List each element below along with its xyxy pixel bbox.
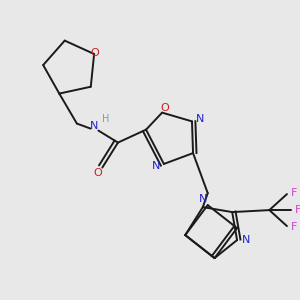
Text: N: N bbox=[196, 114, 204, 124]
Text: F: F bbox=[291, 188, 297, 198]
Text: O: O bbox=[91, 48, 100, 58]
Text: N: N bbox=[242, 235, 250, 245]
Text: F: F bbox=[291, 222, 297, 232]
Text: H: H bbox=[102, 114, 109, 124]
Text: O: O bbox=[93, 168, 102, 178]
Text: N: N bbox=[199, 194, 207, 204]
Text: N: N bbox=[90, 121, 99, 130]
Text: O: O bbox=[161, 103, 170, 112]
Text: F: F bbox=[295, 205, 300, 215]
Text: N: N bbox=[152, 161, 160, 171]
